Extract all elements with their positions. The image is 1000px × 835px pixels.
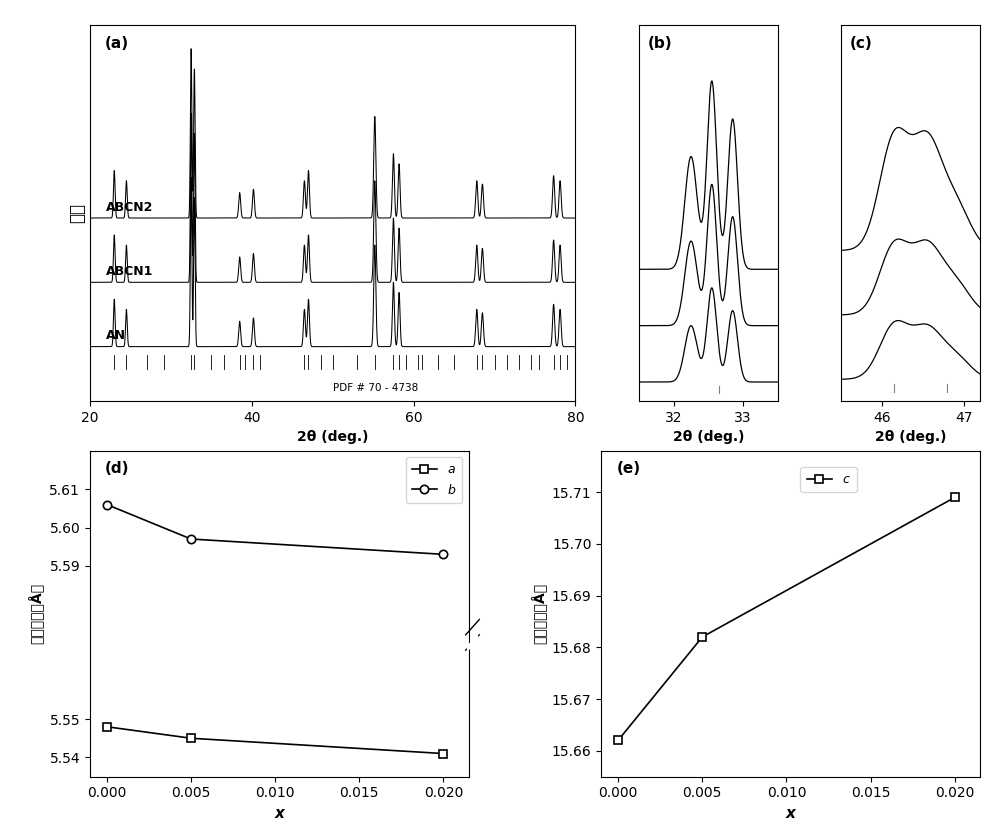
$c$ (949, 493, 961, 503)
Text: (a): (a) (105, 37, 129, 51)
X-axis label: 2θ (deg.): 2θ (deg.) (875, 430, 946, 444)
X-axis label: 2θ (deg.): 2θ (deg.) (673, 430, 744, 444)
Text: ABCN2: ABCN2 (106, 200, 154, 214)
Legend: $a$, $b$: $a$, $b$ (406, 457, 462, 503)
Text: AN: AN (106, 329, 126, 342)
Y-axis label: 晶格参数（Å）: 晶格参数（Å） (28, 583, 44, 645)
Line: $b$: $b$ (103, 500, 448, 559)
X-axis label: x: x (786, 806, 796, 821)
Legend: $c$: $c$ (800, 467, 857, 493)
Text: PDF # 70 - 4738: PDF # 70 - 4738 (333, 382, 418, 392)
Y-axis label: 强度: 强度 (68, 203, 86, 223)
Text: (e): (e) (616, 461, 641, 476)
Text: ABCN1: ABCN1 (106, 265, 154, 278)
$a$ (101, 721, 113, 731)
X-axis label: 2θ (deg.): 2θ (deg.) (297, 430, 368, 444)
$b$ (101, 499, 113, 509)
$c$ (612, 736, 624, 746)
Line: $a$: $a$ (103, 722, 448, 757)
Line: $c$: $c$ (614, 493, 959, 745)
$b$ (437, 549, 449, 559)
$b$ (185, 534, 197, 544)
$a$ (437, 748, 449, 758)
Y-axis label: 晶格参数（Å）: 晶格参数（Å） (530, 583, 546, 645)
$a$ (185, 733, 197, 743)
$c$ (696, 632, 708, 642)
X-axis label: x: x (274, 806, 284, 821)
Text: (d): (d) (105, 461, 130, 476)
Text: (b): (b) (647, 37, 672, 51)
Text: (c): (c) (850, 37, 872, 51)
